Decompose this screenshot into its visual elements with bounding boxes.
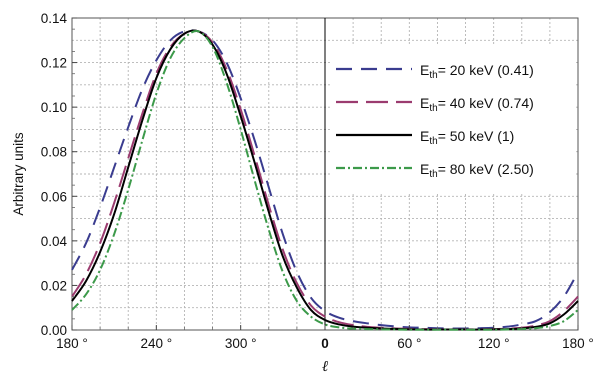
y-tick-label: 0.06: [41, 189, 67, 204]
x-tick-label: 0: [321, 336, 329, 351]
legend-label-2: Eth= 40 keV (0.74): [420, 95, 534, 114]
y-tick-label: 0.12: [41, 56, 67, 71]
legend-label-3: Eth= 50 keV (1): [420, 128, 514, 147]
y-tick-label: 0.10: [41, 100, 67, 115]
x-axis-label: ℓ: [322, 359, 328, 373]
y-tick-label: 0.14: [41, 11, 68, 26]
y-tick-label: 0.00: [41, 323, 67, 338]
legend-label-4: Eth= 80 keV (2.50): [420, 161, 534, 180]
y-axis-ticks: 0.00 0.02 0.04 0.06 0.08 0.10 0.12 0.14: [41, 11, 77, 338]
x-tick-label: 240 °: [140, 336, 172, 351]
y-axis-label: Arbitrary units: [11, 132, 26, 216]
x-tick-label: 180 °: [562, 336, 594, 351]
x-tick-label: 60 °: [397, 336, 421, 351]
legend: Eth= 20 keV (0.41) Eth= 40 keV (0.74) Eth=…: [330, 44, 574, 194]
x-tick-label: 300 °: [225, 336, 257, 351]
series-line-4: [71, 30, 579, 331]
x-axis-ticks: 180 ° 240 ° 300 ° 0 60 ° 120 ° 180 °: [56, 325, 594, 351]
y-tick-label: 0.02: [41, 278, 67, 293]
y-tick-label: 0.04: [41, 234, 68, 249]
legend-label-1: Eth= 20 keV (0.41): [420, 62, 534, 81]
x-tick-label: 120 °: [478, 336, 510, 351]
y-tick-label: 0.08: [41, 145, 67, 160]
x-tick-label: 180 °: [56, 336, 88, 351]
